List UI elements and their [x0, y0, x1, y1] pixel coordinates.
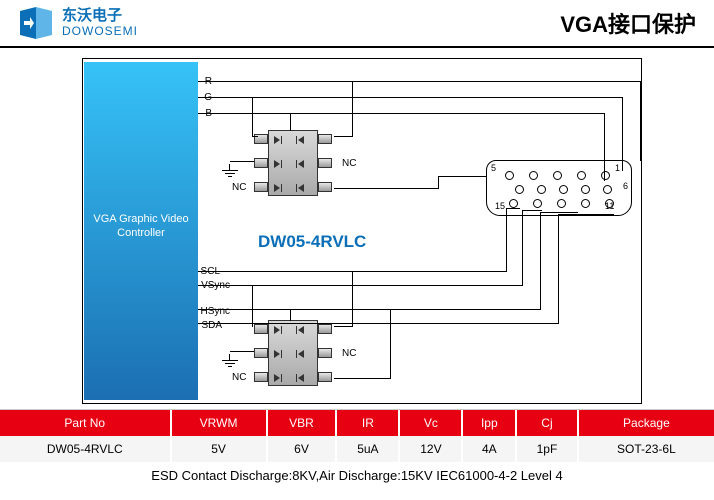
footer-text: ESD Contact Discharge:8KV,Air Discharge:… — [0, 462, 714, 489]
wire — [252, 97, 253, 137]
wire — [558, 214, 559, 324]
wire — [558, 214, 614, 215]
wire — [334, 326, 352, 327]
connector-pin — [605, 199, 614, 208]
controller-label: VGA Graphic Video Controller — [92, 212, 190, 241]
connector-pin — [515, 185, 524, 194]
table-header: Cj — [516, 410, 578, 436]
connector-pin — [509, 199, 518, 208]
signal-hsync: HSync — [201, 306, 230, 317]
wire — [390, 309, 391, 379]
wire — [622, 97, 623, 171]
wire — [334, 378, 390, 379]
wire — [290, 309, 291, 321]
wire — [540, 212, 578, 213]
logo-text-en: DOWOSEMI — [62, 25, 138, 38]
circuit-diagram: VGA Graphic Video Controller R G B SCL V… — [0, 48, 714, 410]
table-header: Package — [578, 410, 714, 436]
logo-icon — [18, 7, 54, 39]
table-header: Ipp — [462, 410, 516, 436]
table-header: VBR — [267, 410, 337, 436]
wire — [604, 113, 605, 181]
ground-icon — [222, 164, 238, 178]
table-cell: 6V — [267, 436, 337, 462]
wire — [522, 210, 523, 286]
nc-label-3: NC — [342, 348, 356, 359]
conn-pin-num: 1 — [615, 163, 620, 173]
wire — [252, 285, 253, 327]
logo: 东沃电子 DOWOSEMI — [18, 7, 138, 39]
signal-sda: SDA — [201, 320, 222, 331]
conn-pin-num: 6 — [623, 181, 628, 191]
wire — [640, 81, 641, 161]
wire — [198, 81, 640, 82]
connector-pin — [581, 185, 590, 194]
connector-pin — [529, 171, 538, 180]
connector-pin — [581, 199, 590, 208]
connector-pin — [557, 199, 566, 208]
logo-text-cn: 东沃电子 — [62, 8, 138, 25]
wire — [230, 351, 254, 352]
connector-pin — [601, 171, 610, 180]
table-cell: 5V — [171, 436, 267, 462]
wire — [438, 176, 486, 177]
header: 东沃电子 DOWOSEMI VGA接口保护 — [0, 0, 714, 48]
wire — [290, 113, 291, 131]
table-header: Vc — [399, 410, 462, 436]
spec-table: Part NoVRWMVBRIRVcIppCjPackage DW05-4RVL… — [0, 410, 714, 462]
wire — [506, 208, 507, 272]
table-cell: SOT-23-6L — [578, 436, 714, 462]
nc-label-1: NC — [342, 158, 356, 169]
connector-pin — [603, 185, 612, 194]
tvs-chip-bottom — [252, 320, 334, 386]
table-header: Part No — [0, 410, 171, 436]
vga-controller: VGA Graphic Video Controller R G B SCL V… — [84, 62, 198, 400]
table-header: IR — [336, 410, 399, 436]
ground-icon — [222, 354, 238, 368]
table-cell: DW05-4RVLC — [0, 436, 171, 462]
page-title: VGA接口保护 — [560, 7, 696, 39]
wire — [522, 210, 542, 211]
tvs-chip-top — [252, 130, 334, 196]
wire — [334, 136, 352, 137]
table-cell: 5uA — [336, 436, 399, 462]
connector-pin — [533, 199, 542, 208]
wire — [352, 271, 353, 327]
nc-label-4: NC — [232, 372, 246, 383]
wire — [230, 161, 254, 162]
connector-pin — [505, 171, 514, 180]
wire — [334, 188, 438, 189]
wire — [198, 309, 540, 310]
wire — [438, 176, 439, 189]
connector-pin — [577, 171, 586, 180]
conn-pin-num: 5 — [491, 163, 496, 173]
part-label: DW05-4RVLC — [258, 232, 366, 252]
table-header: VRWM — [171, 410, 267, 436]
nc-label-2: NC — [232, 182, 246, 193]
conn-pin-num: 15 — [495, 201, 505, 211]
wire — [198, 285, 522, 286]
table-cell: 4A — [462, 436, 516, 462]
table-cell: 12V — [399, 436, 462, 462]
connector-pin — [553, 171, 562, 180]
wire — [198, 113, 604, 114]
wire — [352, 81, 353, 137]
wire — [506, 208, 520, 209]
wire — [198, 97, 622, 98]
connector-pin — [537, 185, 546, 194]
wire — [540, 212, 541, 310]
table-cell: 1pF — [516, 436, 578, 462]
connector-pin — [559, 185, 568, 194]
